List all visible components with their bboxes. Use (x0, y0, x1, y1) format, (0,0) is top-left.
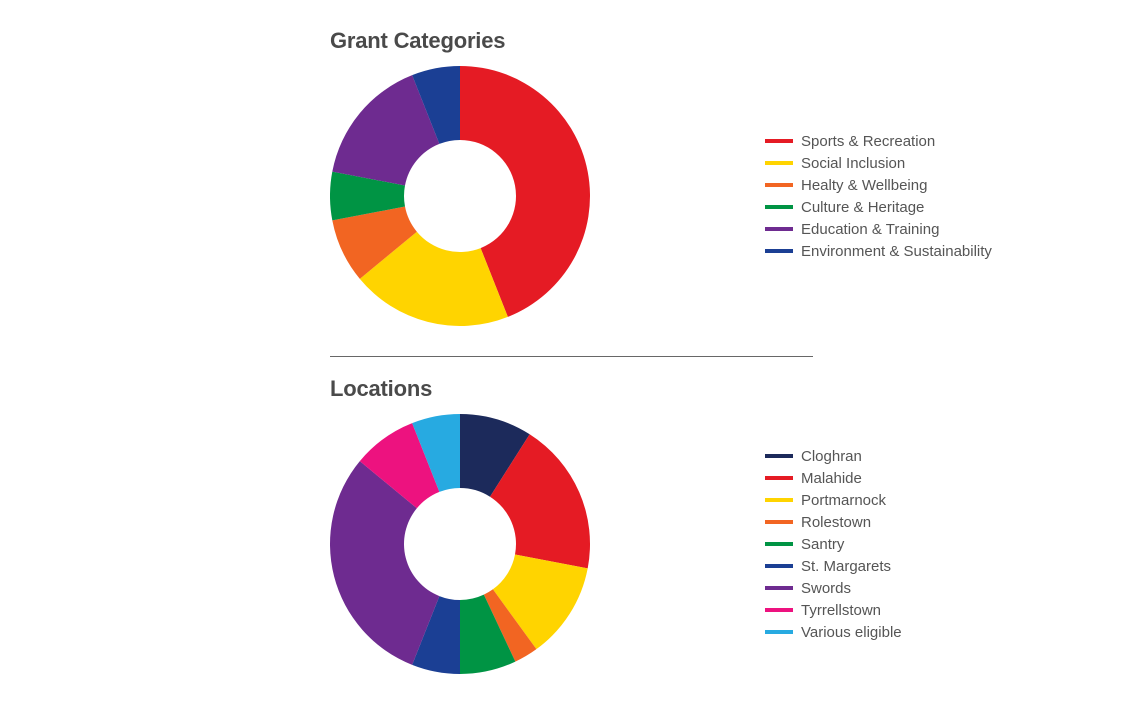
legend-swatch (765, 476, 793, 480)
legend-label: Sports & Recreation (801, 133, 935, 150)
legend-swatch (765, 139, 793, 143)
section-locations: Locations Cloghran Malahide Portmarnock Rol… (330, 376, 902, 674)
legend-item: Santry (765, 536, 902, 553)
legend-grant-categories: Sports & Recreation Social Inclusion Healt… (765, 133, 992, 260)
legend-item: Swords (765, 580, 902, 597)
legend-label: Cloghran (801, 448, 862, 465)
legend-locations: Cloghran Malahide Portmarnock Rolestown Sant… (765, 448, 902, 641)
legend-swatch (765, 205, 793, 209)
legend-item: Rolestown (765, 514, 902, 531)
legend-label: Various eligible (801, 624, 902, 641)
legend-label: Santry (801, 536, 844, 553)
legend-label: Healty & Wellbeing (801, 177, 927, 194)
legend-item: Portmarnock (765, 492, 902, 509)
legend-item: Malahide (765, 470, 902, 487)
legend-label: Malahide (801, 470, 862, 487)
legend-label: Culture & Heritage (801, 199, 924, 216)
legend-swatch (765, 564, 793, 568)
legend-label: Tyrrellstown (801, 602, 881, 619)
legend-swatch (765, 520, 793, 524)
legend-item: Culture & Heritage (765, 199, 992, 216)
title-locations: Locations (330, 376, 902, 402)
legend-label: Environment & Sustainability (801, 243, 992, 260)
legend-label: Swords (801, 580, 851, 597)
legend-item: Education & Training (765, 221, 992, 238)
legend-swatch (765, 183, 793, 187)
legend-label: Education & Training (801, 221, 939, 238)
legend-item: Tyrrellstown (765, 602, 902, 619)
legend-item: St. Margarets (765, 558, 902, 575)
legend-label: St. Margarets (801, 558, 891, 575)
chart-row-grant-categories: Sports & Recreation Social Inclusion Healt… (330, 66, 992, 326)
legend-swatch (765, 454, 793, 458)
legend-label: Social Inclusion (801, 155, 905, 172)
legend-item: Environment & Sustainability (765, 243, 992, 260)
legend-label: Rolestown (801, 514, 871, 531)
legend-swatch (765, 249, 793, 253)
donut-grant-categories (330, 66, 590, 326)
legend-swatch (765, 542, 793, 546)
legend-swatch (765, 630, 793, 634)
section-divider (330, 356, 813, 357)
page: Grant Categories Sports & Recreation Soci… (0, 0, 1140, 708)
legend-item: Sports & Recreation (765, 133, 992, 150)
donut-locations (330, 414, 590, 674)
title-grant-categories: Grant Categories (330, 28, 992, 54)
legend-swatch (765, 586, 793, 590)
chart-row-locations: Cloghran Malahide Portmarnock Rolestown Sant… (330, 414, 902, 674)
legend-item: Healty & Wellbeing (765, 177, 992, 194)
legend-item: Cloghran (765, 448, 902, 465)
legend-swatch (765, 608, 793, 612)
legend-item: Social Inclusion (765, 155, 992, 172)
section-grant-categories: Grant Categories Sports & Recreation Soci… (330, 28, 992, 326)
legend-item: Various eligible (765, 624, 902, 641)
legend-label: Portmarnock (801, 492, 886, 509)
legend-swatch (765, 227, 793, 231)
legend-swatch (765, 161, 793, 165)
legend-swatch (765, 498, 793, 502)
